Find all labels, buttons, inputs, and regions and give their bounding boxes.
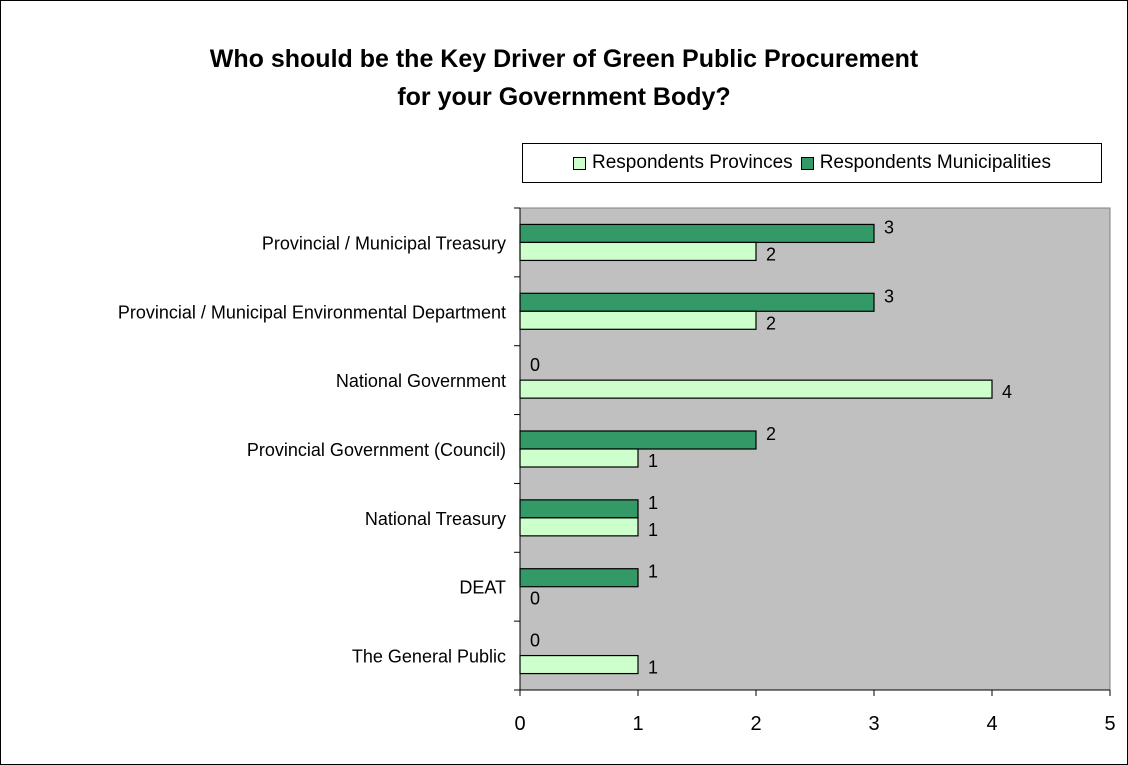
legend-swatch-municipalities <box>800 156 814 170</box>
data-label-municipalities-2: 0 <box>530 355 540 375</box>
y-category-label-1: Provincial / Municipal Environmental Dep… <box>118 302 506 322</box>
bar-provinces-3 <box>519 448 639 468</box>
bar-provinces-0 <box>519 241 757 262</box>
y-category-label-3: Provincial Government (Council) <box>247 440 506 460</box>
bar-municipalities-0 <box>519 223 875 244</box>
bar-provinces-6 <box>519 654 639 675</box>
x-tick-label-4: 4 <box>986 713 997 735</box>
data-label-provinces-2: 4 <box>1002 382 1012 402</box>
y-category-label-5: DEAT <box>459 578 506 598</box>
legend-label-provinces: Respondents Provinces <box>592 152 793 173</box>
bar-municipalities-4 <box>519 499 639 519</box>
y-category-label-4: National Treasury <box>365 509 506 529</box>
legend-label-municipalities: Respondents Municipalities <box>819 152 1051 173</box>
data-label-municipalities-4: 1 <box>648 493 658 513</box>
chart-title: Who should be the Key Driver of Green Pu… <box>0 40 1128 116</box>
x-tick-label-1: 1 <box>632 713 643 735</box>
bar-provinces-4 <box>519 517 639 537</box>
legend-item-municipalities: Respondents Municipalities <box>800 152 1051 174</box>
chart-title-line-1: Who should be the Key Driver of Green Pu… <box>209 45 919 73</box>
bar-municipalities-5 <box>519 568 639 588</box>
data-label-provinces-4: 1 <box>648 520 658 540</box>
data-label-provinces-3: 1 <box>648 451 658 471</box>
y-category-label-6: The General Public <box>352 647 506 667</box>
x-tick-label-0: 0 <box>514 713 525 735</box>
bar-municipalities-1 <box>519 292 875 312</box>
bar-municipalities-3 <box>519 430 757 450</box>
data-label-provinces-6: 1 <box>648 658 658 678</box>
data-label-municipalities-0: 3 <box>884 217 894 237</box>
y-category-label-0: Provincial / Municipal Treasury <box>262 233 506 253</box>
data-label-municipalities-5: 1 <box>648 562 658 582</box>
data-label-municipalities-1: 3 <box>884 286 894 306</box>
legend-swatch-provinces <box>573 156 587 170</box>
x-tick-label-2: 2 <box>750 713 761 735</box>
data-label-provinces-1: 2 <box>766 313 776 333</box>
x-tick-label-3: 3 <box>868 713 879 735</box>
data-label-provinces-5: 0 <box>530 589 540 609</box>
bar-provinces-2 <box>519 379 993 399</box>
data-label-provinces-0: 2 <box>766 244 776 264</box>
y-category-label-2: National Government <box>336 371 506 391</box>
data-label-municipalities-3: 2 <box>766 424 776 444</box>
chart-title-line-2: for your Government Body? <box>397 83 731 111</box>
legend-item-provinces: Respondents Provinces <box>573 152 793 174</box>
chart-legend: Respondents Provinces Respondents Munici… <box>522 143 1102 183</box>
bar-provinces-1 <box>519 310 757 330</box>
x-tick-label-5: 5 <box>1104 713 1115 735</box>
data-label-municipalities-6: 0 <box>530 631 540 651</box>
